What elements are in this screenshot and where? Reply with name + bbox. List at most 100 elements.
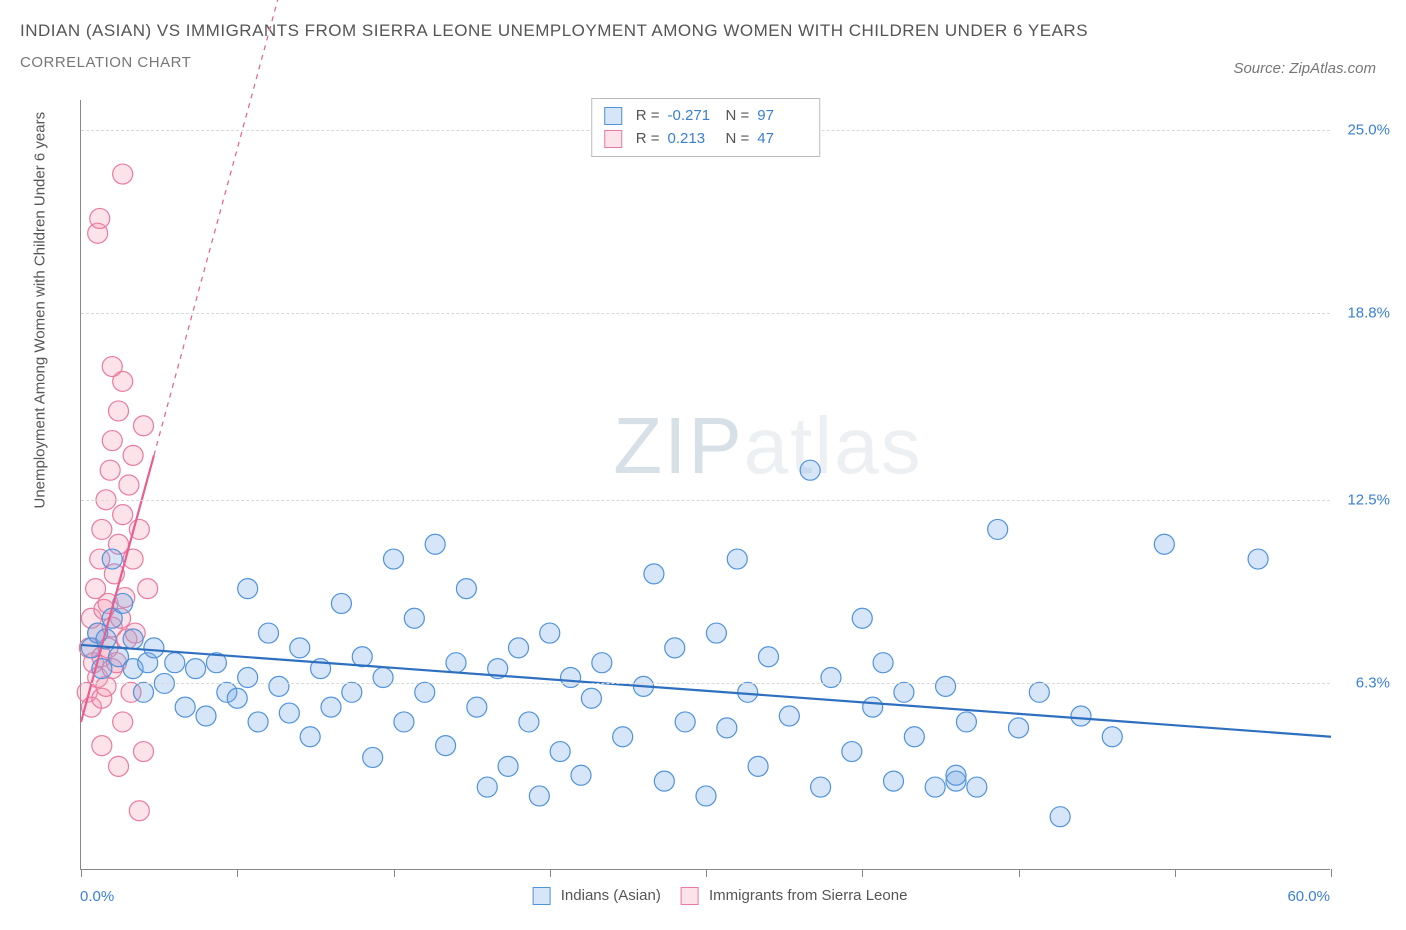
source-credit: Source: ZipAtlas.com [1233,60,1376,77]
data-point [581,688,601,708]
data-point [1009,718,1029,738]
data-point [706,623,726,643]
x-tick [706,869,707,877]
data-point [800,460,820,480]
data-point [852,608,872,628]
x-tick [1175,869,1176,877]
data-point [196,706,216,726]
n-label: N = [726,105,750,128]
data-point [894,682,914,702]
data-point [571,765,591,785]
data-point [540,623,560,643]
legend-swatch-pink-icon [681,887,699,905]
x-tick [550,869,551,877]
data-point [90,208,110,228]
chart-title: INDIAN (ASIAN) VS IMMIGRANTS FROM SIERRA… [20,18,1386,44]
data-point [779,706,799,726]
data-point [269,676,289,696]
data-point [509,638,529,658]
data-point [119,475,139,495]
data-point [290,638,310,658]
r-value-1: -0.271 [668,105,718,128]
data-point [613,727,633,747]
y-tick-label: 6.3% [1356,675,1390,692]
data-point [446,653,466,673]
data-point [238,579,258,599]
data-point [456,579,476,599]
data-point [102,549,122,569]
data-point [550,742,570,762]
data-point [259,623,279,643]
data-point [644,564,664,584]
data-point [102,357,122,377]
data-point [967,777,987,797]
data-point [123,629,143,649]
data-point [477,777,497,797]
y-tick-label: 12.5% [1347,491,1390,508]
data-point [123,445,143,465]
y-tick-label: 25.0% [1347,121,1390,138]
data-point [988,519,1008,539]
data-point [1050,807,1070,827]
data-point [248,712,268,732]
data-point [134,682,154,702]
data-point [134,742,154,762]
data-point [727,549,747,569]
data-point [92,736,112,756]
data-point [300,727,320,747]
data-point [238,668,258,688]
data-point [936,676,956,696]
data-point [498,756,518,776]
legend-item-2: Immigrants from Sierra Leone [681,887,908,905]
r-label: R = [636,128,660,151]
data-point [373,668,393,688]
data-point [1154,534,1174,554]
x-tick [1331,869,1332,877]
data-point [352,647,372,667]
data-point [665,638,685,658]
data-point [321,697,341,717]
data-point [675,712,695,732]
data-point [363,747,383,767]
chart-container: Unemployment Among Women with Children U… [50,100,1390,900]
data-point [884,771,904,791]
data-point [100,460,120,480]
data-point [1248,549,1268,569]
data-point [113,712,133,732]
x-tick [237,869,238,877]
data-point [436,736,456,756]
data-point [425,534,445,554]
data-point [102,431,122,451]
y-axis-label: Unemployment Among Women with Children U… [32,112,49,509]
legend-swatch-blue [604,107,622,125]
scatter-svg [81,100,1331,870]
data-point [113,505,133,525]
data-point [654,771,674,791]
stats-row-series1: R = -0.271 N = 97 [604,105,808,128]
data-point [227,688,247,708]
data-point [138,579,158,599]
data-point [904,727,924,747]
data-point [129,801,149,821]
data-point [331,593,351,613]
n-value-2: 47 [757,128,807,151]
gridline [81,500,1330,501]
data-point [96,676,116,696]
x-tick [81,869,82,877]
gridline [81,683,1330,684]
data-point [696,786,716,806]
gridline [81,313,1330,314]
data-point [342,682,362,702]
data-point [415,682,435,702]
data-point [1071,706,1091,726]
data-point [279,703,299,723]
data-point [113,164,133,184]
r-value-2: 0.213 [668,128,718,151]
bottom-legend: Indians (Asian) Immigrants from Sierra L… [533,887,908,905]
r-label: R = [636,105,660,128]
data-point [467,697,487,717]
data-point [92,519,112,539]
data-point [821,668,841,688]
n-label: N = [726,128,750,151]
x-max-label: 60.0% [1287,888,1330,905]
